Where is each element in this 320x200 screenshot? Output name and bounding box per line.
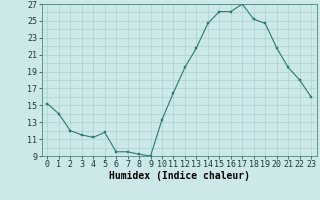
X-axis label: Humidex (Indice chaleur): Humidex (Indice chaleur) (109, 171, 250, 181)
